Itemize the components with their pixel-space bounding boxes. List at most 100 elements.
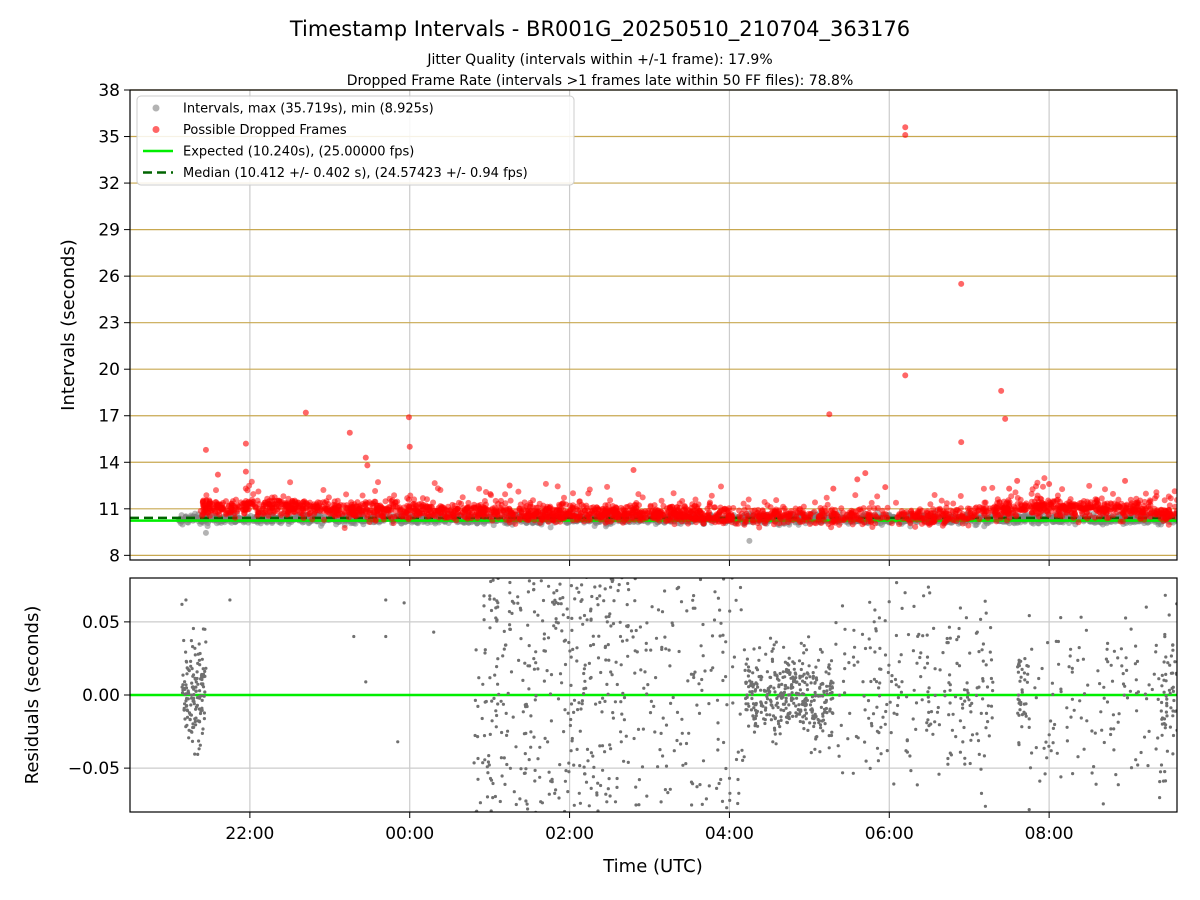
dropped-frame-point bbox=[406, 443, 413, 450]
dropped-frame-point bbox=[1092, 514, 1099, 521]
dropped-frame-point bbox=[312, 508, 319, 515]
intervals-y-tick-label: 32 bbox=[98, 174, 120, 194]
dropped-frame-point bbox=[498, 497, 504, 504]
dropped-frame-point bbox=[837, 517, 844, 524]
dropped-frame-point bbox=[463, 505, 470, 512]
dropped-frame-point bbox=[692, 502, 699, 509]
interval-point bbox=[1021, 512, 1028, 519]
dropped-frame-point bbox=[992, 510, 999, 517]
dropped-frame-point bbox=[799, 518, 806, 525]
dropped-frame-point bbox=[664, 517, 671, 524]
dropped-frame-point bbox=[743, 518, 750, 525]
dropped-frame-point bbox=[459, 494, 466, 501]
dropped-frame-point bbox=[976, 504, 983, 510]
dropped-frame-point bbox=[202, 446, 209, 453]
dropped-frame-point bbox=[497, 505, 504, 511]
dropped-frame-point bbox=[1112, 504, 1119, 511]
dropped-frame-point bbox=[670, 490, 677, 497]
dropped-frame-point bbox=[866, 505, 873, 512]
dropped-frame-point bbox=[1059, 486, 1066, 493]
dropped-frame-point bbox=[736, 507, 743, 514]
dropped-frame-point bbox=[749, 512, 756, 519]
dropped-frame-point bbox=[531, 512, 538, 519]
dropped-frame-point bbox=[309, 516, 316, 523]
dropped-frame-point bbox=[310, 503, 317, 510]
dropped-frame-point bbox=[1142, 490, 1149, 497]
dropped-frame-point bbox=[914, 514, 921, 521]
dropped-frame-point bbox=[826, 411, 833, 418]
dropped-frame-point bbox=[1059, 513, 1066, 520]
interval-point bbox=[204, 523, 211, 530]
dropped-frame-point bbox=[884, 504, 891, 511]
dropped-frame-point bbox=[213, 487, 219, 494]
dropped-frame-point bbox=[943, 510, 949, 517]
dropped-frame-point bbox=[1117, 518, 1124, 525]
dropped-frame-point bbox=[502, 491, 509, 498]
dropped-frame-point bbox=[741, 506, 748, 513]
intervals-y-tick-label: 26 bbox=[98, 267, 120, 287]
dropped-frame-point bbox=[506, 507, 513, 514]
dropped-frame-point bbox=[860, 505, 867, 512]
dropped-frame-point bbox=[544, 514, 551, 520]
dropped-frame-point bbox=[607, 497, 614, 504]
dropped-frame-point bbox=[1080, 498, 1087, 504]
dropped-frame-point bbox=[405, 414, 412, 421]
dropped-frame-point bbox=[652, 506, 659, 513]
dropped-frame-point bbox=[595, 506, 602, 513]
dropped-frame-point bbox=[989, 484, 996, 491]
dropped-frame-point bbox=[696, 507, 703, 514]
dropped-frame-point bbox=[411, 496, 418, 503]
dropped-frame-point bbox=[392, 507, 399, 514]
dropped-frame-point bbox=[372, 488, 379, 494]
dropped-frame-point bbox=[432, 509, 439, 516]
dropped-frame-point bbox=[1061, 504, 1068, 511]
dropped-frame-point bbox=[462, 514, 469, 521]
dropped-frame-point bbox=[820, 517, 827, 524]
dropped-frame-point bbox=[393, 513, 400, 520]
dropped-frame-point bbox=[815, 517, 822, 524]
dropped-frame-point bbox=[706, 503, 713, 510]
dropped-frame-point bbox=[570, 517, 577, 524]
dropped-frame-point bbox=[1075, 519, 1082, 526]
dropped-frame-point bbox=[964, 505, 971, 512]
dropped-frame-point bbox=[635, 491, 642, 498]
dropped-frame-point bbox=[1099, 508, 1106, 515]
dropped-frame-point bbox=[262, 501, 269, 508]
dropped-frame-point bbox=[926, 521, 933, 528]
dropped-frame-point bbox=[756, 514, 763, 520]
dropped-frame-point bbox=[983, 504, 990, 511]
dropped-frame-point bbox=[962, 514, 968, 521]
dropped-frame-point bbox=[701, 512, 708, 519]
dropped-frame-point bbox=[1028, 490, 1035, 497]
dropped-frame-point bbox=[341, 525, 348, 531]
dropped-frame-point bbox=[262, 507, 269, 514]
dropped-frame-point bbox=[1126, 508, 1133, 515]
dropped-frame-point bbox=[767, 504, 774, 511]
dropped-frame-point bbox=[375, 479, 381, 486]
dropped-frame-point bbox=[274, 501, 281, 508]
interval-point bbox=[878, 521, 885, 528]
dropped-frame-point bbox=[248, 500, 255, 507]
dropped-frame-point bbox=[792, 505, 799, 512]
dropped-frame-point bbox=[884, 514, 891, 521]
intervals-y-tick-label: 14 bbox=[98, 453, 120, 473]
dropped-frame-point bbox=[1034, 492, 1041, 499]
dropped-frame-point bbox=[937, 506, 944, 513]
dropped-frame-point bbox=[874, 493, 881, 500]
dropped-frame-point bbox=[802, 514, 809, 521]
dropped-frame-point bbox=[1163, 516, 1169, 523]
dropped-frame-point bbox=[429, 504, 435, 511]
dropped-frame-point bbox=[584, 512, 591, 519]
dropped-frame-point bbox=[231, 503, 238, 509]
dropped-frame-point bbox=[244, 506, 251, 513]
dropped-frame-point bbox=[605, 502, 611, 508]
dropped-frame-point bbox=[465, 499, 472, 506]
dropped-frame-point bbox=[506, 519, 513, 526]
dropped-frame-point bbox=[325, 494, 332, 501]
dropped-frame-point bbox=[641, 511, 648, 518]
dropped-frame-point bbox=[707, 517, 714, 524]
dropped-frame-point bbox=[1039, 503, 1046, 510]
dropped-frame-point bbox=[770, 515, 776, 522]
dropped-frame-point bbox=[383, 507, 390, 514]
